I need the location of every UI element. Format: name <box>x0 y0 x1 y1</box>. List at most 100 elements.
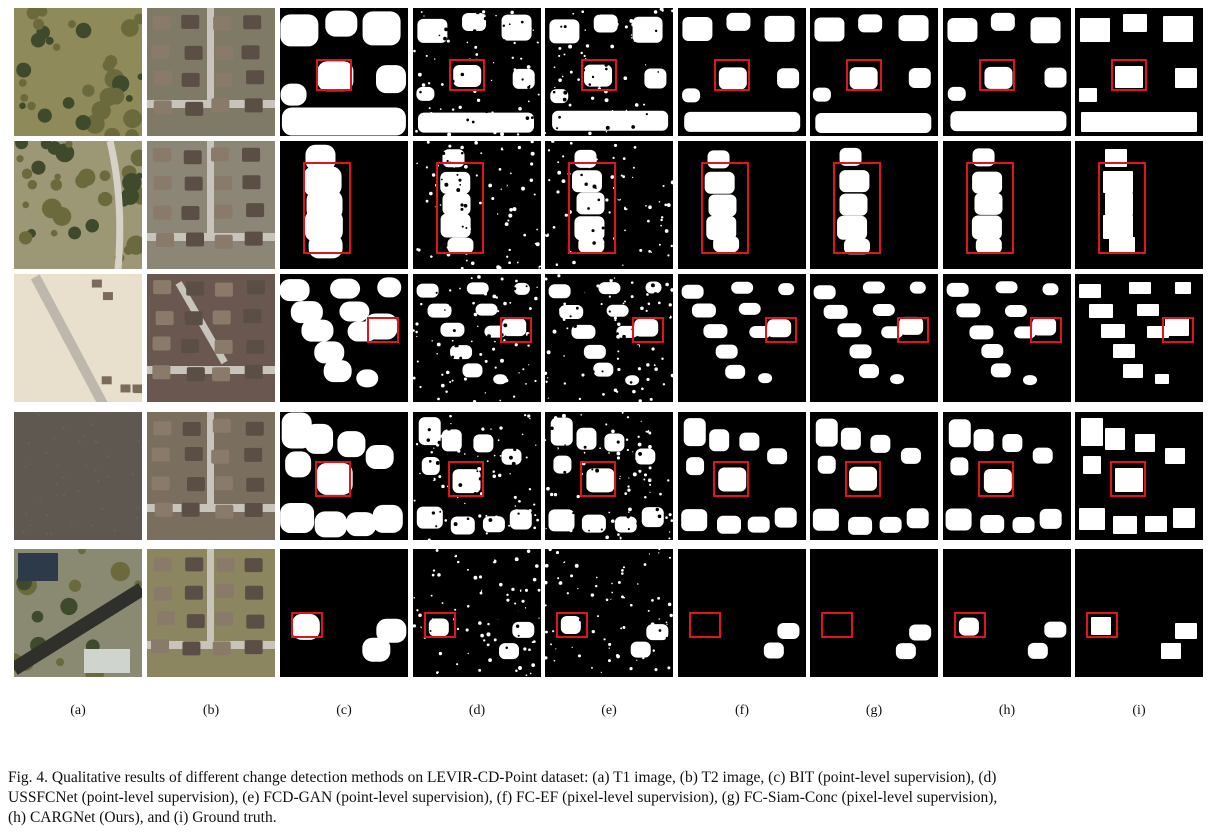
highlight-box <box>845 461 881 497</box>
change-region <box>452 469 481 494</box>
figure-panel-row5-coli <box>1075 549 1203 677</box>
change-region <box>1175 68 1197 88</box>
change-map-image <box>678 274 806 402</box>
figure-panel-row5-cole <box>545 549 673 677</box>
change-map-image <box>943 8 1071 136</box>
satellite-image <box>147 274 275 402</box>
change-region <box>747 516 770 533</box>
highlight-box <box>979 59 1015 91</box>
change-region <box>376 618 407 643</box>
change-region <box>817 455 836 474</box>
change-region <box>1109 237 1135 253</box>
qualitative-results-figure <box>14 8 1203 677</box>
highlight-box <box>1086 612 1118 638</box>
change-region <box>774 507 797 528</box>
change-region <box>1155 374 1169 384</box>
change-region <box>365 313 398 340</box>
highlight-box <box>316 59 352 91</box>
change-region <box>416 506 443 529</box>
highlight-box <box>1098 162 1146 254</box>
change-region <box>837 215 868 240</box>
change-region <box>625 375 640 386</box>
change-region <box>450 516 475 535</box>
column-label: (c) <box>336 703 352 718</box>
change-region <box>995 281 1018 294</box>
change-region <box>606 304 629 317</box>
change-map-image <box>413 549 541 677</box>
change-region <box>900 447 921 464</box>
change-region <box>715 344 738 359</box>
highlight-box <box>897 317 929 343</box>
figure-panel-row1-cole <box>545 8 673 136</box>
change-region <box>442 193 471 216</box>
change-region <box>767 448 788 465</box>
change-region <box>945 508 972 531</box>
change-region <box>281 107 406 136</box>
change-map-image <box>678 549 806 677</box>
change-region <box>823 304 848 319</box>
column-label: (e) <box>601 703 617 718</box>
change-region <box>376 65 407 94</box>
figure-panel-row5-colf <box>678 549 806 677</box>
change-region <box>583 344 606 359</box>
change-region <box>1165 448 1185 464</box>
figure-panel-row2-colh <box>943 141 1071 269</box>
figure-panel-row2-colg <box>810 141 938 269</box>
change-map-image <box>545 141 673 269</box>
change-region <box>1135 434 1155 452</box>
change-region <box>1083 456 1101 474</box>
figure-panel-row2-colc <box>280 141 408 269</box>
change-region <box>630 641 651 658</box>
figure-panel-row5-cold <box>413 549 541 677</box>
change-map-image <box>413 8 541 136</box>
caption-line-2: USSFCNet (point-level supervision), (e) … <box>8 789 998 806</box>
change-region <box>571 170 602 193</box>
change-region <box>1089 304 1113 318</box>
satellite-image <box>14 8 142 136</box>
change-region <box>837 323 862 338</box>
change-region <box>815 112 932 133</box>
change-map-image <box>810 141 938 269</box>
change-region <box>305 144 336 171</box>
change-region <box>362 637 391 662</box>
change-region <box>815 418 838 447</box>
column-label: (b) <box>202 703 220 718</box>
change-region <box>843 238 870 255</box>
change-region <box>427 303 452 318</box>
change-region <box>981 344 1004 359</box>
highlight-box <box>833 162 881 254</box>
change-region <box>718 467 747 492</box>
highlight-box <box>1110 461 1146 497</box>
change-map-image <box>545 8 673 136</box>
change-region <box>513 282 530 295</box>
change-region <box>1091 617 1111 635</box>
change-region <box>909 281 926 294</box>
change-region <box>323 360 352 383</box>
change-region <box>718 67 747 90</box>
satellite-image <box>14 274 142 402</box>
change-region <box>305 423 334 454</box>
change-region <box>983 469 1012 494</box>
figure-panel-row5-colg <box>810 549 938 677</box>
figure-panel-row4-colc <box>280 412 408 540</box>
figure-panel-row2-cole <box>545 141 673 269</box>
change-region <box>947 86 966 101</box>
change-region <box>1032 447 1053 464</box>
satellite-image <box>147 549 275 677</box>
satellite-image <box>147 141 275 269</box>
change-region <box>301 319 334 342</box>
change-region <box>990 363 1011 378</box>
figure-panel-row1-colc <box>280 8 408 136</box>
change-region <box>501 14 532 41</box>
change-region <box>303 166 342 197</box>
change-region <box>990 12 1015 31</box>
change-region <box>898 15 929 42</box>
figure-panel-row4-cold <box>413 412 541 540</box>
change-region <box>1079 508 1105 530</box>
change-region <box>691 303 716 318</box>
change-region <box>314 511 347 538</box>
figure-panel-row1-colf <box>678 8 806 136</box>
change-region <box>576 427 597 450</box>
change-region <box>839 193 868 216</box>
change-region <box>377 277 402 298</box>
